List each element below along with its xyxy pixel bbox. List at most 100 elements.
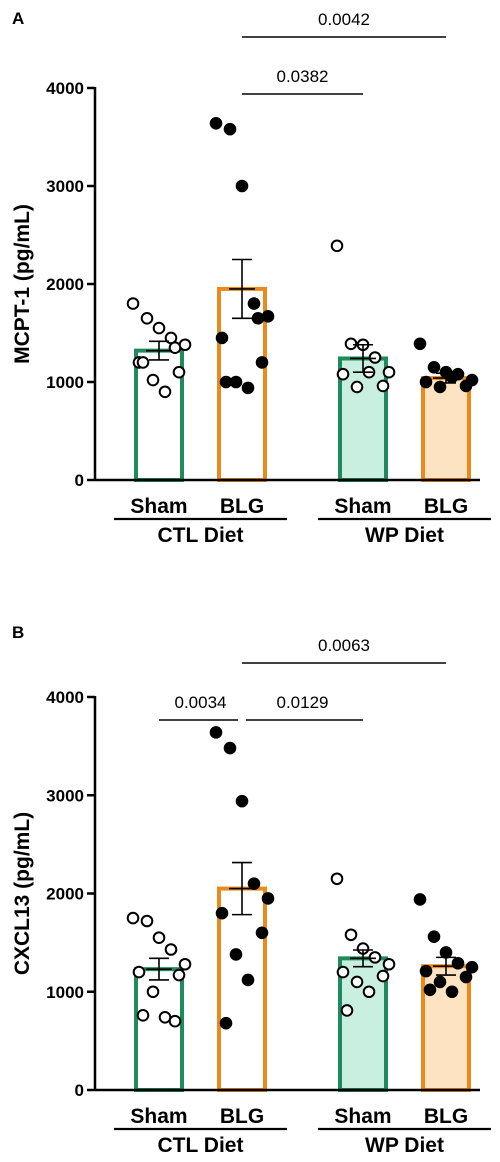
data-point [419, 964, 433, 978]
data-point [247, 297, 261, 310]
p-value-label: 0.0129 [277, 693, 329, 712]
y-tick-label: 4000 [46, 79, 84, 98]
data-point [172, 365, 186, 379]
p-value-label: 0.0042 [318, 10, 370, 29]
bar [217, 886, 267, 1093]
y-axis-label: MCPT-1 (pg/mL) [11, 204, 34, 364]
data-point [376, 379, 390, 393]
data-point [459, 379, 473, 393]
data-point [168, 341, 182, 355]
y-tick-label: 0 [75, 471, 84, 490]
y-tick-label: 4000 [46, 688, 84, 707]
data-point [152, 321, 166, 335]
y-tick-label: 1000 [46, 373, 84, 392]
bar [134, 967, 184, 1093]
data-point [215, 331, 229, 345]
data-point [136, 356, 150, 369]
data-point [376, 969, 390, 983]
category-label: Sham [334, 1105, 391, 1128]
data-point [350, 975, 364, 989]
data-point [261, 310, 275, 323]
group-label: WP Diet [365, 1134, 444, 1157]
group-label: CTL Diet [158, 524, 244, 547]
category-label: Sham [130, 495, 187, 518]
y-tick-label: 1000 [46, 983, 84, 1002]
data-point [350, 380, 364, 394]
data-point [344, 337, 358, 351]
y-tick-label: 2000 [46, 275, 84, 294]
data-point [223, 741, 237, 755]
group-label: CTL Diet [158, 1134, 244, 1157]
data-point [255, 926, 269, 940]
data-point [219, 1016, 233, 1030]
data-point [241, 381, 255, 395]
data-point [146, 985, 160, 999]
category-label: BLG [220, 495, 264, 518]
y-tick-label: 0 [75, 1081, 84, 1100]
data-point [433, 975, 447, 989]
data-point [261, 892, 275, 905]
category-label: BLG [424, 495, 468, 518]
data-point [209, 726, 223, 739]
data-point [251, 312, 265, 325]
data-point [465, 960, 479, 974]
bar [421, 376, 471, 482]
data-point [235, 794, 249, 808]
data-point [362, 985, 376, 999]
data-point [330, 872, 344, 886]
data-point [209, 116, 223, 130]
data-point [433, 380, 447, 394]
category-label: Sham [334, 495, 391, 518]
data-point [419, 375, 433, 389]
panel-letter: B [12, 623, 24, 642]
data-point [247, 877, 261, 890]
data-point [235, 179, 249, 193]
data-point [178, 338, 192, 352]
y-tick-label: 3000 [46, 786, 84, 805]
data-point [255, 356, 269, 369]
data-point [229, 948, 243, 961]
data-point [368, 351, 382, 364]
category-label: BLG [220, 1105, 264, 1128]
category-label: Sham [130, 1105, 187, 1128]
data-point [164, 943, 178, 956]
data-point [223, 122, 237, 136]
data-point [158, 385, 172, 399]
data-point [219, 375, 233, 389]
data-point [241, 973, 255, 987]
data-point [152, 931, 166, 945]
data-point [427, 930, 441, 944]
data-point [340, 1004, 354, 1017]
data-point [140, 914, 154, 928]
data-point [336, 965, 350, 979]
data-point [413, 337, 427, 351]
data-point [140, 312, 154, 325]
data-point [368, 951, 382, 964]
bar [338, 356, 388, 483]
data-point [215, 906, 229, 920]
data-point [126, 297, 140, 310]
data-point [413, 893, 427, 906]
data-point [178, 957, 192, 971]
p-value-label: 0.0034 [175, 693, 227, 712]
data-point [427, 361, 441, 374]
p-value-label: 0.0382 [277, 67, 329, 86]
group-label: WP Diet [365, 524, 444, 547]
data-point [445, 985, 459, 999]
data-point [136, 1009, 150, 1022]
data-point [439, 946, 453, 959]
y-axis-label: CXCL13 (pg/mL) [11, 812, 34, 975]
data-point [382, 957, 396, 971]
data-point [132, 965, 146, 979]
panel-letter: A [12, 9, 24, 28]
data-point [330, 239, 344, 253]
data-point [168, 1014, 182, 1028]
data-point [172, 968, 186, 982]
p-value-label: 0.0063 [318, 636, 370, 655]
data-point [336, 367, 350, 381]
data-point [423, 983, 437, 997]
data-point [126, 911, 140, 925]
category-label: BLG [424, 1105, 468, 1128]
data-point [459, 970, 473, 984]
